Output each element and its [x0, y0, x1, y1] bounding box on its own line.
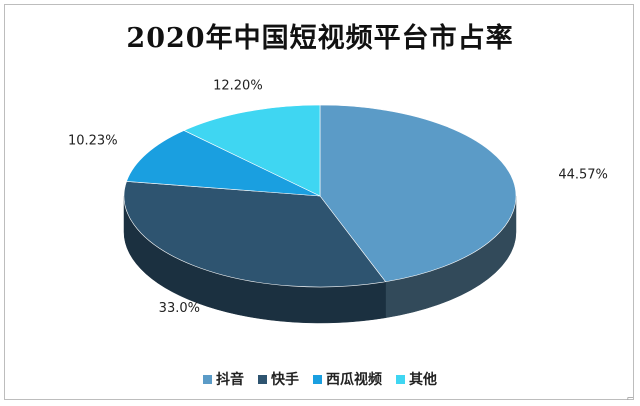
corner-mark: ⌐: [626, 394, 634, 404]
chart-title: 2020年中国短视频平台市占率: [126, 23, 514, 54]
data-label-kuaishou: 33.0%: [159, 301, 200, 316]
legend-swatch-kuaishou: [258, 374, 267, 384]
legend-swatch-douyin: [203, 374, 212, 384]
legend-item-kuaishou: 快手: [258, 369, 299, 389]
legend-swatch-other: [396, 374, 405, 384]
pie-slice-xigua: [126, 130, 321, 197]
legend-label-douyin: 抖音: [216, 372, 244, 388]
data-label-douyin: 44.57%: [558, 168, 608, 183]
pie-slice-other: [183, 104, 321, 197]
legend-label-other: 其他: [409, 372, 437, 388]
legend-item-douyin: 抖音: [203, 369, 244, 389]
legend-swatch-xigua: [313, 374, 322, 384]
data-label-xigua: 10.23%: [68, 134, 118, 149]
legend-label-xigua: 西瓜视频: [326, 372, 382, 388]
pie-slice-douyin: [319, 104, 517, 283]
data-label-other: 12.20%: [213, 78, 263, 93]
legend-item-other: 其他: [396, 369, 437, 389]
legend-item-xigua: 西瓜视频: [313, 369, 382, 389]
pie-slice-kuaishou: [123, 181, 387, 288]
legend: 抖音 快手 西瓜视频 其他: [0, 369, 640, 389]
legend-label-kuaishou: 快手: [271, 372, 299, 388]
